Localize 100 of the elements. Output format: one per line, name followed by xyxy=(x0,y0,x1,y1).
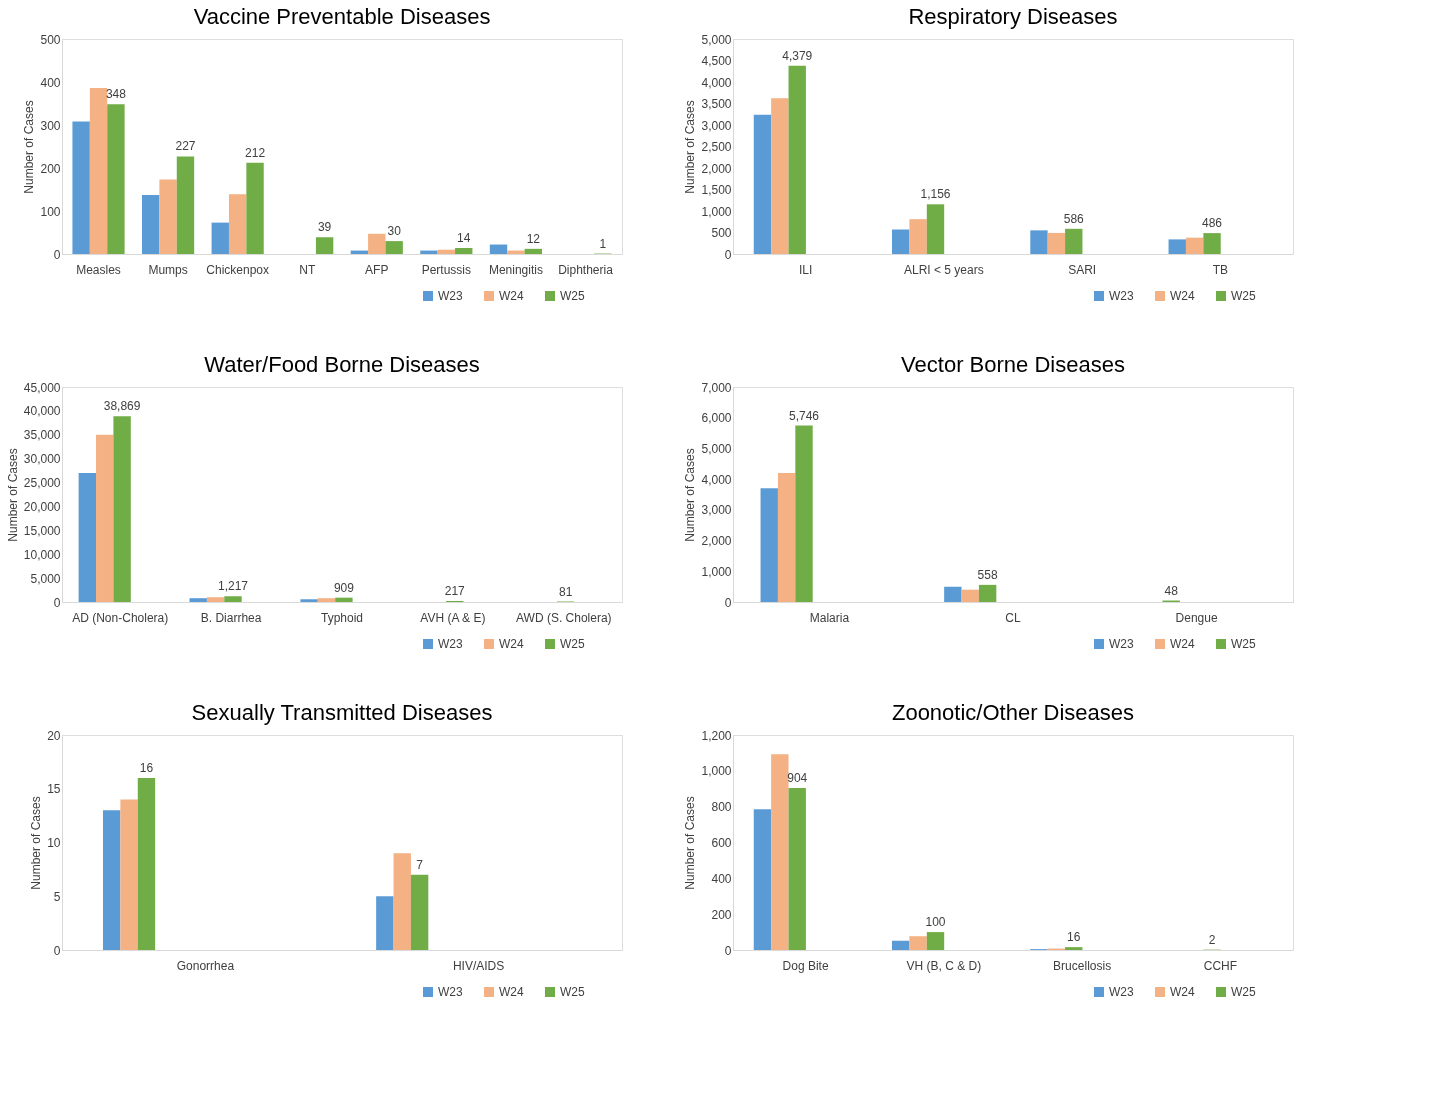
y-tick-label: 40,000 xyxy=(23,404,61,419)
x-tick-label: CCHF xyxy=(1203,958,1238,973)
x-tick-label: AWD (S. Cholera) xyxy=(515,610,612,625)
y-tick-label: 1,500 xyxy=(701,183,732,197)
y-axis-title: Number of Cases xyxy=(5,448,20,542)
y-tick-label: 200 xyxy=(40,161,61,176)
bar xyxy=(771,754,789,950)
chart-title: Sexually Transmitted Diseases xyxy=(191,700,493,725)
y-tick-label: 6,000 xyxy=(701,411,732,426)
bar xyxy=(300,599,318,602)
bar xyxy=(410,874,429,950)
bar xyxy=(760,488,778,602)
legend-label: W24 xyxy=(499,637,524,651)
data-label: 38,869 xyxy=(103,399,141,414)
chart-title: Water/Food Borne Diseases xyxy=(204,352,480,377)
y-tick-label: 1,000 xyxy=(701,564,732,579)
y-tick-label: 5,000 xyxy=(701,32,732,47)
x-tick-label: B. Diarrhea xyxy=(200,610,262,625)
legend-label: W23 xyxy=(1109,985,1134,999)
bar xyxy=(507,250,525,254)
bar xyxy=(142,195,160,254)
x-tick-label: Chickenpox xyxy=(206,262,269,277)
bar xyxy=(753,809,772,950)
data-label: 212 xyxy=(245,145,266,160)
x-tick-label: AFP xyxy=(365,262,389,277)
legend-label: W23 xyxy=(438,637,463,651)
y-tick-label: 600 xyxy=(711,836,732,850)
bar xyxy=(317,598,336,602)
x-tick-label: Malaria xyxy=(809,610,850,625)
data-label: 16 xyxy=(1067,930,1081,945)
legend-label: W24 xyxy=(499,289,524,303)
bar xyxy=(96,434,114,602)
bar xyxy=(777,473,796,602)
y-tick-label: 1,200 xyxy=(701,728,732,743)
bar xyxy=(368,233,386,254)
y-tick-label: 7,000 xyxy=(701,380,732,395)
y-axis-title: Number of Cases xyxy=(683,100,698,194)
y-tick-label: 800 xyxy=(711,800,732,815)
data-label: 30 xyxy=(387,224,402,239)
bar xyxy=(1047,232,1066,254)
y-tick-label: 1,000 xyxy=(701,764,732,779)
bar xyxy=(437,249,456,254)
y-tick-label: 0 xyxy=(53,943,61,958)
bar xyxy=(795,425,813,602)
data-label: 1,217 xyxy=(217,579,249,594)
bar xyxy=(89,88,108,254)
y-tick-label: 5 xyxy=(53,889,61,904)
legend-label: W24 xyxy=(499,985,524,999)
x-tick-label: SARI xyxy=(1068,262,1097,277)
x-tick-label: Pertussis xyxy=(421,262,472,277)
data-label: 909 xyxy=(333,580,355,595)
bar xyxy=(78,473,97,602)
x-tick-label: Meningitis xyxy=(488,262,543,277)
y-tick-label: 0 xyxy=(53,595,61,610)
bar xyxy=(206,597,225,602)
y-tick-label: 2,500 xyxy=(701,140,732,154)
bar xyxy=(909,219,927,254)
bar xyxy=(315,237,334,254)
bar xyxy=(1168,239,1186,254)
bar xyxy=(211,222,229,254)
data-label: 1 xyxy=(599,236,607,251)
y-tick-label: 400 xyxy=(711,871,732,886)
y-tick-label: 2,000 xyxy=(701,161,732,176)
y-tick-label: 0 xyxy=(724,943,732,958)
bar xyxy=(455,247,473,254)
bar xyxy=(1065,228,1083,254)
x-tick-label: ILI xyxy=(798,262,813,277)
x-tick-label: CL xyxy=(1005,610,1021,625)
data-label: 4,379 xyxy=(782,48,813,63)
y-tick-label: 5,000 xyxy=(701,441,732,456)
data-label: 486 xyxy=(1202,216,1223,231)
bar xyxy=(120,799,138,950)
x-tick-label: Brucellosis xyxy=(1053,958,1112,973)
data-label: 904 xyxy=(787,771,808,786)
bar xyxy=(137,778,156,950)
y-tick-label: 35,000 xyxy=(23,428,61,443)
legend-label: W23 xyxy=(1109,289,1134,303)
y-tick-label: 300 xyxy=(40,118,61,133)
x-tick-label: ALRI < 5 years xyxy=(904,262,984,277)
legend-label: W23 xyxy=(438,985,463,999)
bar xyxy=(107,104,125,254)
y-tick-label: 0 xyxy=(724,595,732,610)
bar xyxy=(524,248,542,254)
y-tick-label: 400 xyxy=(40,75,61,90)
chart-title: Vector Borne Diseases xyxy=(901,352,1125,377)
x-tick-label: Mumps xyxy=(148,262,188,277)
x-tick-label: Dengue xyxy=(1175,610,1218,625)
bar xyxy=(771,98,789,254)
data-label: 81 xyxy=(559,584,573,599)
bar xyxy=(909,936,927,950)
bar xyxy=(926,204,945,254)
y-tick-label: 4,000 xyxy=(701,472,732,487)
data-label: 39 xyxy=(317,220,332,235)
x-tick-label: VH (B, C & D) xyxy=(906,958,982,973)
data-label: 217 xyxy=(444,583,466,598)
bar xyxy=(1203,233,1221,254)
bar xyxy=(224,596,242,602)
y-tick-label: 3,500 xyxy=(701,97,732,111)
data-label: 558 xyxy=(977,567,998,582)
y-axis-title: Number of Cases xyxy=(22,100,37,194)
